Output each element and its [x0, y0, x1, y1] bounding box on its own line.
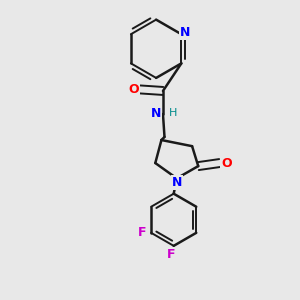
Text: H: H [169, 108, 177, 118]
Text: O: O [221, 157, 232, 169]
Text: O: O [128, 83, 139, 96]
Text: F: F [138, 226, 146, 239]
Text: N: N [172, 176, 182, 189]
Text: N: N [180, 26, 190, 39]
Text: N: N [151, 107, 161, 121]
Text: F: F [167, 248, 175, 261]
